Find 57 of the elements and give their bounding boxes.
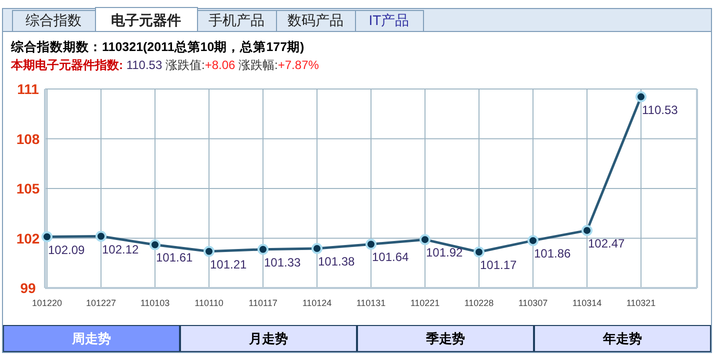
text: 季走势 xyxy=(425,331,465,346)
text: IT产品 xyxy=(368,12,410,28)
point xyxy=(258,244,268,255)
point xyxy=(312,243,322,254)
y-tick-label: 99 xyxy=(20,280,36,296)
text: 数码产品 xyxy=(288,12,344,28)
data-label: 101.33 xyxy=(264,255,302,270)
text: 手机产品 xyxy=(208,12,264,28)
point xyxy=(474,246,484,258)
y-tick-label: 105 xyxy=(16,180,40,196)
point xyxy=(636,91,646,102)
x-tick-label: 110307 xyxy=(518,298,548,308)
x-tick-label: 110228 xyxy=(464,298,494,308)
data-label: 102.12 xyxy=(102,242,140,256)
x-tick-label: 110314 xyxy=(572,298,602,308)
text: 年走势 xyxy=(602,331,642,346)
data-label: 110.53 xyxy=(642,102,678,117)
point xyxy=(204,246,214,257)
chart-title: 综合指数期数：110321(2011总第10期，总第177期) xyxy=(10,39,304,54)
x-tick-label: 110110 xyxy=(194,298,224,308)
data-label: 101.17 xyxy=(480,258,518,272)
x-tick-label: 110221 xyxy=(410,298,440,308)
x-tick-label: 101227 xyxy=(86,298,116,308)
text: 110.53 xyxy=(123,58,162,72)
x-tick-label: 110321 xyxy=(626,298,656,308)
text: 电子元器件 xyxy=(111,12,181,28)
data-label: 101.86 xyxy=(534,246,572,261)
data-label: 101.21 xyxy=(210,257,248,272)
point xyxy=(420,234,430,246)
y-tick-label: 111 xyxy=(17,81,40,97)
data-label: 102.09 xyxy=(48,242,86,257)
x-tick-label: 110103 xyxy=(140,298,170,308)
data-label: 102.47 xyxy=(588,236,626,250)
point xyxy=(366,238,376,250)
x-tick-label: 110117 xyxy=(248,298,278,308)
text: 月走势 xyxy=(248,331,288,346)
y-tick-label: 108 xyxy=(16,130,40,147)
point xyxy=(96,230,106,242)
x-tick-label: 110131 xyxy=(356,298,386,308)
data-label: 101.38 xyxy=(318,254,356,269)
point xyxy=(42,231,52,242)
data-label: 101.61 xyxy=(156,250,194,265)
data-label: 101.64 xyxy=(372,250,410,264)
y-tick-label: 102 xyxy=(16,230,40,246)
text: +7.87% xyxy=(278,58,320,72)
x-tick-label: 101220 xyxy=(32,298,62,308)
text: 周走势 xyxy=(71,331,111,346)
text: +8.06 xyxy=(204,58,236,72)
point xyxy=(150,239,160,250)
x-tick-label: 110124 xyxy=(302,298,332,308)
text: 涨跌值: xyxy=(162,58,205,72)
text: 涨跌幅: xyxy=(235,58,278,72)
text: 本期电子元器件指数: xyxy=(10,58,123,72)
point xyxy=(582,224,592,236)
text: 综合指数 xyxy=(26,12,82,28)
point xyxy=(528,235,538,246)
data-label: 101.92 xyxy=(426,246,464,260)
